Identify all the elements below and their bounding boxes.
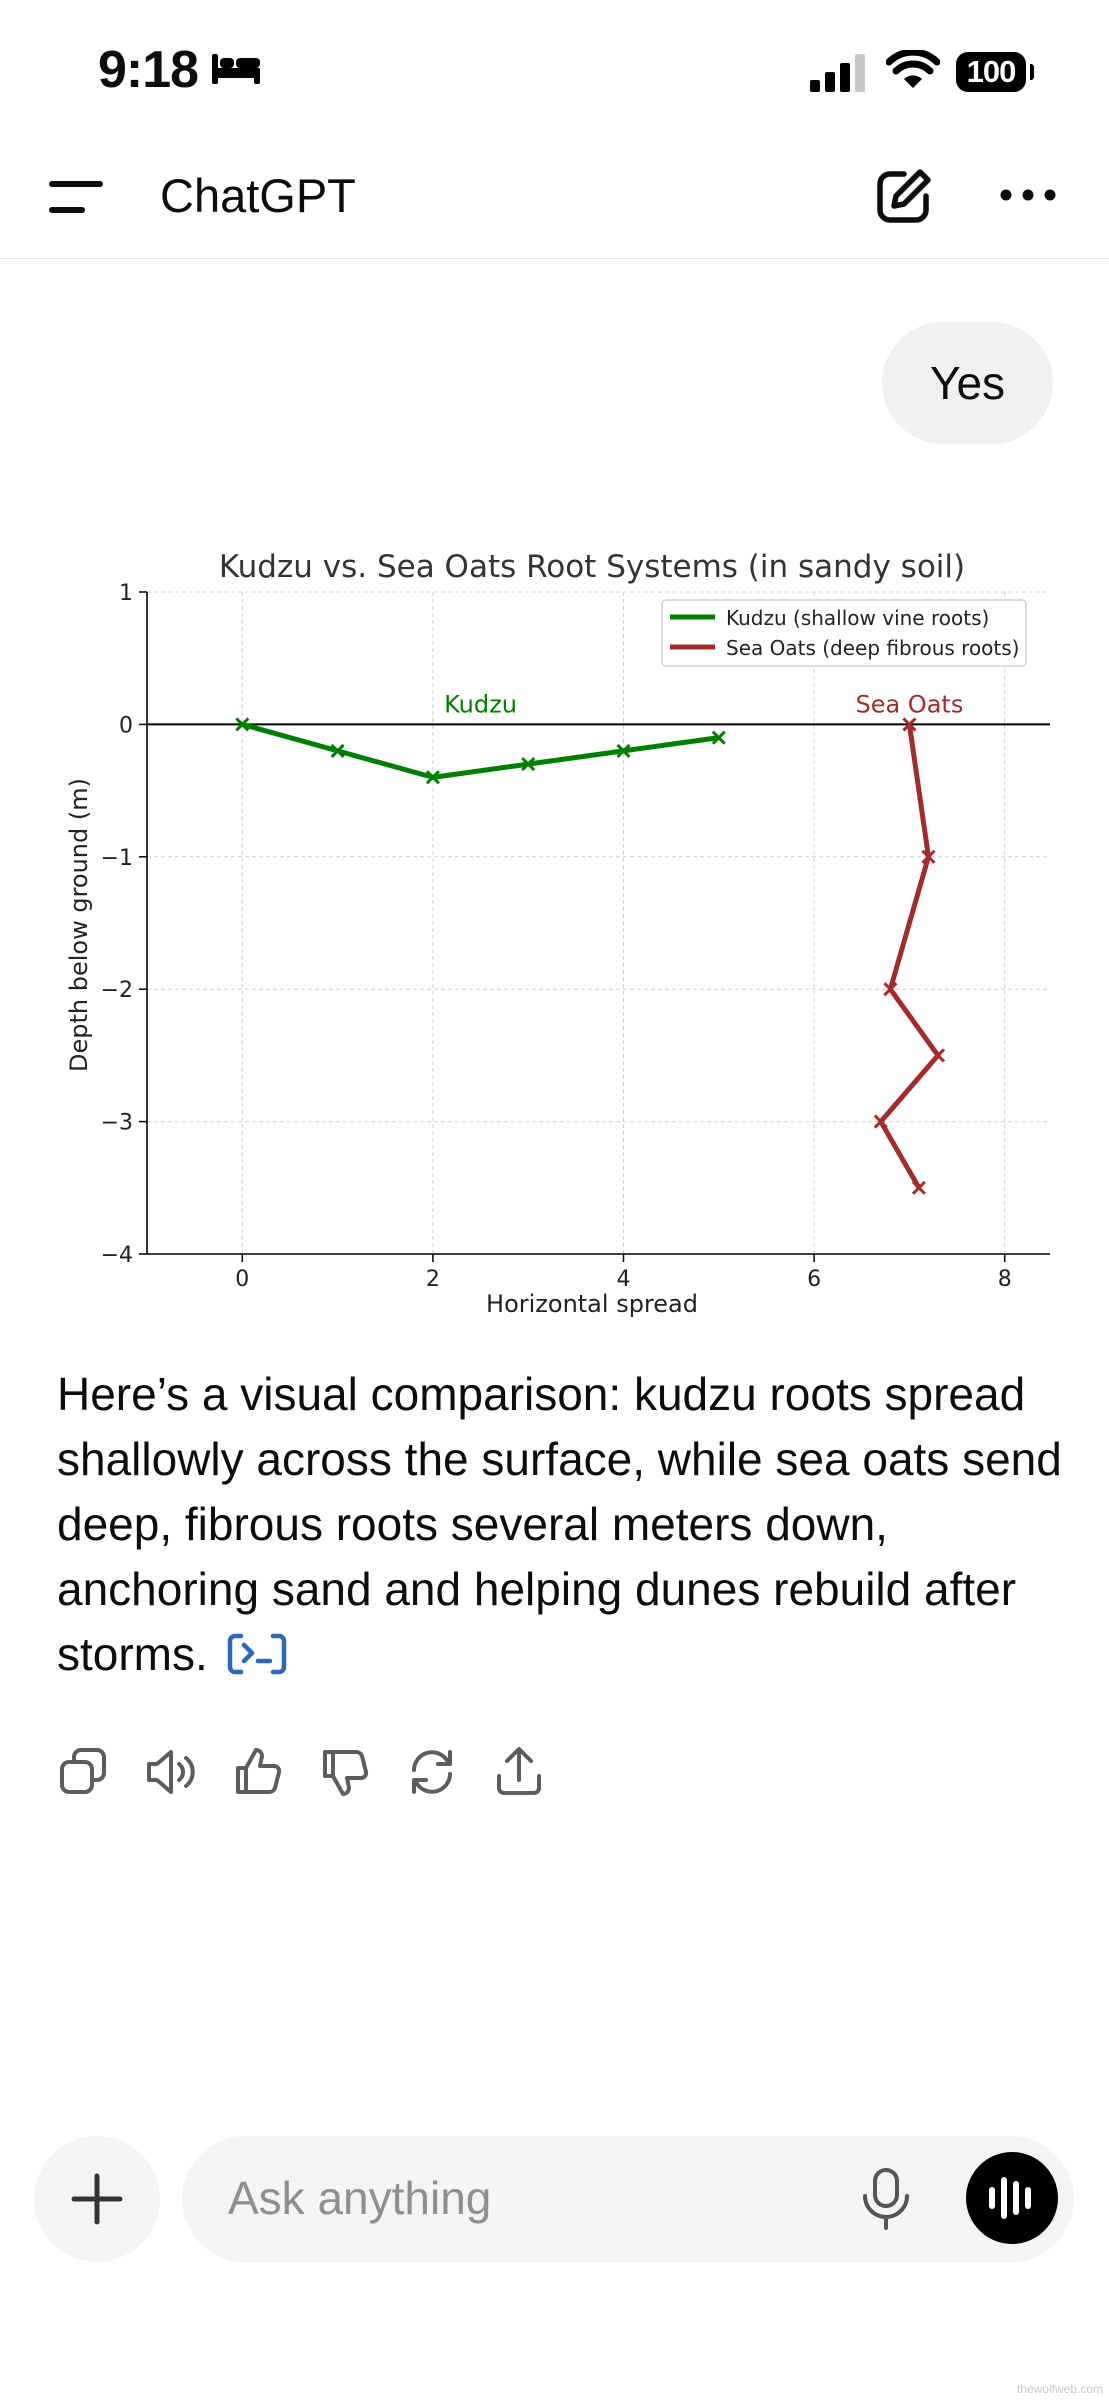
point-marker-stroke	[883, 982, 898, 997]
more-options-button[interactable]	[998, 180, 1058, 210]
kudzu-data-point	[330, 743, 345, 758]
add-attachment-button[interactable]	[34, 2136, 160, 2262]
battery-indicator: 100	[956, 52, 1026, 92]
y-tick-label: −2	[101, 978, 133, 1003]
chart-series	[235, 717, 946, 1195]
point-marker-stroke	[711, 730, 726, 745]
assistant-message: Here’s a visual comparison: kudzu roots …	[57, 1362, 1067, 1693]
x-tick-label: 0	[235, 1267, 249, 1292]
chart-title: Kudzu vs. Sea Oats Root Systems (in sand…	[219, 549, 965, 585]
refresh-icon	[412, 1750, 452, 1794]
sea-oats-root-line	[878, 724, 941, 1190]
copy-icon	[60, 1748, 106, 1794]
good-response-button[interactable]	[230, 1744, 286, 1800]
kudzu-data-point	[711, 730, 726, 745]
annotation-label: Sea Oats	[855, 691, 963, 719]
point-marker-stroke	[521, 757, 536, 772]
read-aloud-button[interactable]	[143, 1744, 199, 1800]
y-tick-label: −1	[101, 846, 133, 871]
chart-annotations: Kudzu Sea Oats	[444, 691, 963, 719]
assistant-message-text: Here’s a visual comparison: kudzu roots …	[57, 1368, 1062, 1680]
y-tick-label: −3	[101, 1111, 133, 1136]
legend-sea-oats-label: Sea Oats (deep fibrous roots)	[726, 636, 1019, 660]
code-interpreter-icon[interactable]	[227, 1628, 287, 1693]
watermark: thewolfweb.com	[1016, 2382, 1103, 2396]
x-tick-label: 8	[998, 1267, 1012, 1292]
status-time: 9:18	[98, 41, 199, 99]
point-marker-stroke	[330, 743, 345, 758]
kudzu-root-line	[241, 721, 720, 780]
y-tick-label: 0	[119, 713, 133, 738]
point-marker-stroke	[616, 743, 631, 758]
sea-oats-data-point	[883, 982, 898, 997]
legend-box	[661, 599, 1027, 667]
point-marker-stroke	[873, 1114, 888, 1129]
edit-icon	[877, 169, 931, 223]
legend-kudzu-label: Kudzu (shallow vine roots)	[726, 606, 989, 630]
y-tick-label: −4	[101, 1243, 133, 1268]
y-tick-label: 1	[119, 581, 133, 606]
sea-oats-data-point	[921, 849, 936, 864]
chart-legend: Kudzu (shallow vine roots) Sea Oats (dee…	[661, 599, 1027, 667]
message-input[interactable]	[228, 2168, 828, 2228]
x-tick-label: 2	[426, 1267, 440, 1292]
share-upload-icon	[497, 1747, 541, 1795]
thumbs-down-icon	[323, 1750, 369, 1796]
dictation-button[interactable]	[856, 2166, 916, 2232]
regenerate-button[interactable]	[404, 1744, 460, 1800]
cellular-signal-icon	[808, 54, 868, 97]
menu-icon	[49, 181, 103, 213]
sidebar-menu-button[interactable]	[48, 176, 108, 220]
chart-y-axis-label: Depth below ground (m)	[65, 778, 93, 1072]
microphone-icon	[863, 2168, 909, 2230]
more-dots-icon	[1000, 189, 1056, 201]
kudzu-data-point	[616, 743, 631, 758]
root-systems-chart: 0 2 4 6 810−1−2−3−4 Kudzu vs. Sea Oats Root …	[65, 549, 1050, 1318]
point-marker-stroke	[921, 849, 936, 864]
point-marker-stroke	[930, 1048, 946, 1063]
sea-oats-data-point	[902, 717, 917, 732]
voice-mode-button[interactable]	[966, 2152, 1058, 2244]
thumbs-up-icon	[236, 1748, 282, 1794]
point-marker-stroke	[911, 1180, 926, 1195]
kudzu-data-point	[235, 717, 250, 732]
point-marker-stroke	[902, 717, 917, 732]
bad-response-button[interactable]	[317, 1744, 373, 1800]
sea-oats-data-point	[930, 1048, 946, 1063]
new-chat-button[interactable]	[874, 166, 934, 226]
sea-oats-data-point	[873, 1114, 888, 1129]
top-bar	[0, 140, 1109, 259]
user-message-bubble: Yes	[882, 322, 1054, 444]
app-title: ChatGPT	[160, 169, 356, 222]
x-tick-label: 4	[617, 1267, 631, 1292]
share-button[interactable]	[491, 1744, 547, 1800]
annotation-label: Kudzu	[444, 691, 517, 719]
chart-x-axis-label: Horizontal spread	[486, 1290, 698, 1318]
chart-ticks: 0 2 4 6 810−1−2−3−4	[101, 581, 1050, 1292]
plus-icon	[71, 2173, 123, 2225]
point-marker-stroke	[425, 770, 440, 785]
kudzu-data-point	[425, 770, 440, 785]
wifi-icon	[885, 48, 941, 95]
kudzu-data-point	[521, 757, 536, 772]
sleep-focus-icon	[210, 52, 262, 91]
point-marker-stroke	[235, 717, 250, 732]
sea-oats-data-point	[911, 1180, 926, 1195]
voice-waveform-icon	[989, 2177, 1031, 2219]
x-tick-label: 6	[807, 1267, 821, 1292]
speaker-icon	[147, 1750, 195, 1794]
copy-button[interactable]	[56, 1744, 112, 1800]
battery-cap	[1030, 64, 1034, 80]
